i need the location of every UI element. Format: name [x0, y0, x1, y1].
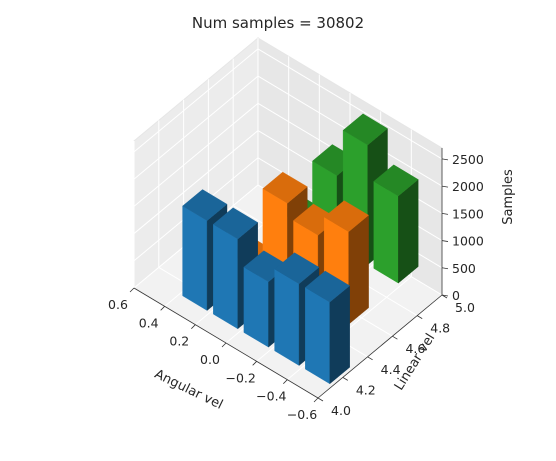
bar-top-face [342, 113, 388, 146]
x-tick [221, 342, 227, 348]
x-tick [129, 287, 135, 293]
bar-top-face [274, 252, 320, 285]
x-tick-label: 0.2 [169, 334, 189, 349]
z-tick [441, 267, 449, 270]
bar-front-face [213, 223, 239, 330]
bar-side-face [348, 214, 369, 325]
z-tick-label: 500 [452, 261, 476, 276]
z-tick-label: 1500 [452, 206, 484, 221]
z-gridline [133, 102, 259, 207]
y-tick-label: 4.2 [356, 382, 376, 397]
x-tick [283, 379, 288, 384]
x-tick-label: 0.6 [108, 297, 128, 312]
y-tick [416, 315, 423, 319]
x-tick-label: 0.4 [139, 315, 159, 330]
bar [373, 164, 419, 284]
x-tick-label: −0.6 [287, 407, 317, 422]
y-tick [367, 356, 373, 361]
y-tick [342, 377, 349, 381]
z-tick [441, 185, 449, 188]
z-tick-label: 1000 [452, 234, 484, 249]
bar-top-face [304, 270, 351, 303]
z-axis-label: Samples [501, 169, 516, 225]
bar [212, 207, 259, 330]
bar-front-face [373, 180, 399, 284]
z-tick [441, 158, 449, 161]
y-tick-label: 4.4 [381, 362, 401, 377]
x-tick [191, 324, 196, 329]
z-tick [441, 212, 449, 215]
bar [304, 270, 351, 385]
chart-title: Num samples = 30802 [192, 14, 364, 32]
z-tick-label: 2000 [452, 179, 484, 194]
bar-top-face [323, 200, 369, 232]
y-tick-label: 4.6 [405, 341, 425, 356]
z-gridline [133, 48, 259, 153]
bar-front-face [182, 205, 208, 311]
bar-top-face [212, 207, 259, 240]
y-tick-label: 4.0 [331, 403, 351, 418]
z-tick [441, 294, 449, 297]
bar-front-face [274, 268, 300, 366]
z-gridline [133, 75, 259, 180]
axis-lines [129, 148, 449, 403]
bar-front-face [305, 287, 330, 385]
bar-top-face [373, 164, 419, 197]
x-axis-label: Angular vel [152, 367, 225, 413]
x-tick [252, 361, 257, 366]
x-tick-label: −0.2 [225, 370, 255, 385]
bar-top-face [182, 189, 228, 221]
z-tick [441, 240, 449, 242]
bar-side-face [329, 285, 350, 385]
tick-labels: −0.6−0.4−0.2 0.0 0.2 0.4 0.6 4.0 4.2 4.4 4.6 4.8 5… [108, 152, 484, 422]
z-tick-label: 0 [452, 288, 460, 303]
bar-top-face [262, 171, 308, 204]
bar-side-face [398, 179, 419, 284]
bars [182, 113, 419, 385]
x-tick-label: −0.4 [256, 389, 286, 404]
y-tick-label: 5.0 [455, 300, 475, 315]
z-gridline [257, 48, 443, 160]
x-tick [160, 306, 165, 311]
x-tick [313, 397, 319, 403]
y-axis-line [317, 294, 443, 399]
y-tick-label: 4.8 [430, 321, 450, 336]
y-tick [317, 397, 324, 402]
z-tick-label: 2500 [452, 152, 484, 167]
z-gridline [133, 130, 259, 234]
y-tick [392, 335, 398, 340]
x-tick-label: 0.0 [200, 352, 220, 367]
